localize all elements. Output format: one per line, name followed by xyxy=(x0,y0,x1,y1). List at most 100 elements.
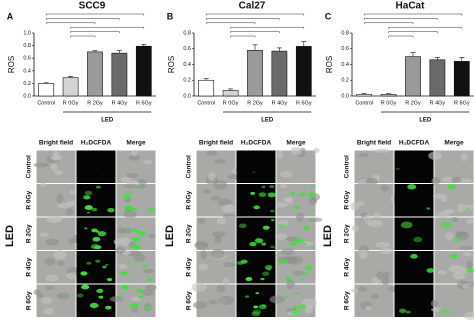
fluorescence xyxy=(294,238,304,244)
row-label: R 2Gy xyxy=(26,224,33,243)
cell-texture xyxy=(133,253,146,262)
fluorescence xyxy=(426,268,435,273)
significance-bracket xyxy=(388,26,463,29)
cell-texture xyxy=(39,182,47,187)
row-label: R 2Gy xyxy=(344,224,351,243)
y-tick-label: 0.2 xyxy=(341,78,349,84)
fluorescence xyxy=(95,259,101,263)
cell-texture xyxy=(452,271,466,280)
fluorescence xyxy=(135,185,141,189)
fluorescence xyxy=(304,265,313,270)
fluorescence xyxy=(107,277,113,282)
column-header: Merge xyxy=(126,140,146,147)
cell-texture xyxy=(45,238,60,246)
panel-letter: C xyxy=(325,11,332,21)
cell-texture xyxy=(431,177,440,186)
cell-texture xyxy=(430,299,439,307)
cell-texture xyxy=(358,286,367,292)
cell-texture xyxy=(304,306,313,314)
cell-texture xyxy=(380,184,389,192)
cell-texture xyxy=(210,195,221,201)
bar xyxy=(222,90,239,97)
cell-texture xyxy=(128,154,141,161)
cell-texture xyxy=(216,284,226,293)
x-tick-label: R 0Gy xyxy=(381,100,397,106)
cell-texture xyxy=(45,274,59,282)
fluorescence xyxy=(76,293,84,298)
y-tick-label: 0.6 xyxy=(23,56,31,62)
significance-bracket xyxy=(205,18,280,20)
cell-texture xyxy=(192,301,208,309)
cell-texture xyxy=(357,153,369,158)
fluorescence xyxy=(401,221,413,229)
cell-texture xyxy=(126,173,139,178)
fluorescence xyxy=(83,195,91,200)
cell-texture xyxy=(462,283,469,289)
cell-texture xyxy=(52,215,63,221)
fluorescence xyxy=(245,295,250,298)
fluorescence xyxy=(124,205,133,211)
cell-texture xyxy=(269,295,285,304)
column-header: H₂DCFDA xyxy=(399,140,430,147)
fluorescence xyxy=(135,167,137,169)
fluorescence xyxy=(453,236,463,243)
bar xyxy=(198,79,215,97)
cell-texture xyxy=(308,217,323,222)
fluorescence xyxy=(91,207,98,212)
cell-texture xyxy=(66,208,74,216)
error-bar xyxy=(276,47,282,52)
cell-texture xyxy=(216,217,226,225)
error-bar xyxy=(68,76,74,78)
cell-texture xyxy=(466,260,473,270)
cell-texture xyxy=(460,153,468,162)
bar xyxy=(271,50,288,97)
fluorescence xyxy=(295,292,300,295)
fluorescence xyxy=(84,190,93,196)
cell-texture xyxy=(374,242,391,248)
cell-texture xyxy=(313,147,320,154)
cell-texture xyxy=(277,150,284,159)
fluorescence xyxy=(253,305,258,309)
cell-texture xyxy=(308,197,318,205)
cell-texture xyxy=(351,224,360,232)
panel-letter: A xyxy=(7,11,14,21)
cell-texture xyxy=(358,249,368,260)
cell-texture xyxy=(52,151,60,161)
fluorescence xyxy=(410,254,418,259)
cell-texture xyxy=(277,219,289,227)
row-label: R 6Gy xyxy=(186,291,193,310)
bar xyxy=(111,52,128,97)
fluorescence xyxy=(395,167,400,171)
fluorescence xyxy=(127,211,131,214)
bar xyxy=(38,83,55,97)
fluorescence xyxy=(445,310,451,314)
fluorescence xyxy=(98,295,104,299)
fluorescence xyxy=(87,211,91,214)
panel-letter: B xyxy=(167,11,174,21)
micrograph xyxy=(76,150,116,183)
fluorescence xyxy=(447,184,457,190)
cell-texture xyxy=(213,179,228,190)
y-tick-label: 0.6 xyxy=(341,46,349,52)
cell-texture xyxy=(109,296,124,303)
cell-texture xyxy=(457,203,465,213)
fluorescence xyxy=(132,237,141,242)
fluorescence xyxy=(289,241,297,247)
cell-texture xyxy=(373,212,381,220)
fluorescence xyxy=(258,304,267,310)
fluorescence xyxy=(300,277,305,281)
x-tick-label: R 2Gy xyxy=(405,100,421,106)
cell-texture xyxy=(280,248,295,256)
fluorescence xyxy=(407,184,417,190)
fluorescence xyxy=(262,271,270,276)
cell-texture xyxy=(367,219,383,228)
error-bar xyxy=(410,52,416,57)
fluorescence xyxy=(95,167,97,169)
column-header: Merge xyxy=(286,140,306,147)
chart-title: HaCat xyxy=(396,1,426,12)
bar xyxy=(453,61,470,97)
fluorescence xyxy=(249,241,257,247)
cell-texture xyxy=(57,202,72,209)
y-tick-label: 0.6 xyxy=(183,46,191,52)
cell-texture xyxy=(218,295,234,306)
